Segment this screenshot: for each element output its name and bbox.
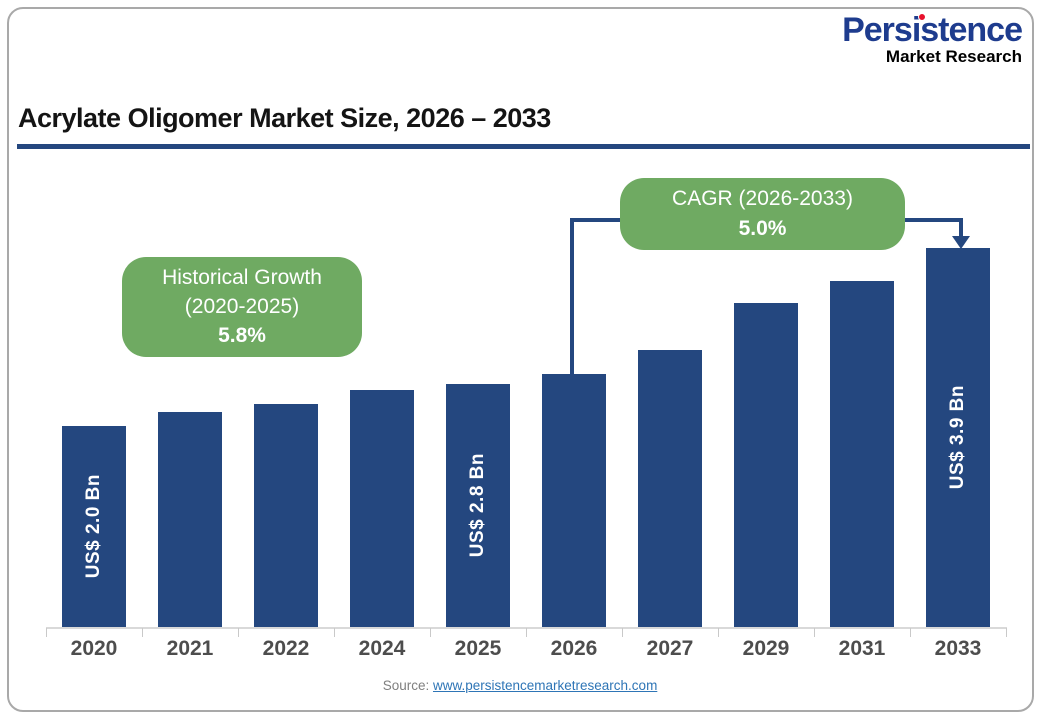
bar-2020: US$ 2.0 Bn xyxy=(62,426,126,627)
bar-value-label-2025: US$ 2.8 Bn xyxy=(467,453,488,558)
axis-label-2029: 2029 xyxy=(742,637,790,660)
axis-label-2022: 2022 xyxy=(262,637,310,660)
axis-label-2025: 2025 xyxy=(454,637,502,660)
cagr-arrow-down-icon xyxy=(952,236,970,249)
bar-2031 xyxy=(830,281,894,627)
axis-tick xyxy=(622,628,623,637)
logo-subtitle: Market Research xyxy=(885,47,1022,66)
axis-label-2021: 2021 xyxy=(166,637,214,660)
cagr-arrow-stem xyxy=(959,218,963,238)
historical-growth-callout: Historical Growth (2020-2025) 5.8% xyxy=(122,257,362,357)
bar-2025: US$ 2.8 Bn xyxy=(446,384,510,627)
axis-label-2020: 2020 xyxy=(70,637,118,660)
bar-2033: US$ 3.9 Bn xyxy=(926,248,990,627)
axis-tick xyxy=(910,628,911,637)
axis-label-2026: 2026 xyxy=(550,637,598,660)
bar-2021 xyxy=(158,412,222,627)
logo-red-dot-icon xyxy=(918,13,927,21)
bar-2024 xyxy=(350,390,414,627)
historical-growth-line1: Historical Growth xyxy=(162,266,322,289)
historical-growth-value: 5.8% xyxy=(218,324,266,347)
axis-tick xyxy=(142,628,143,637)
axis-tick xyxy=(718,628,719,637)
axis-tick xyxy=(430,628,431,637)
source-label: Source: xyxy=(382,678,430,693)
bar-value-label-2020: US$ 2.0 Bn xyxy=(83,474,104,579)
cagr-callout: CAGR (2026-2033) 5.0% xyxy=(620,178,905,250)
source-link[interactable]: www.persistencemarketresearch.com xyxy=(432,678,658,693)
title-underline xyxy=(17,144,1030,149)
axis-label-2024: 2024 xyxy=(358,637,406,660)
bar-2022 xyxy=(254,404,318,627)
cagr-line1: CAGR (2026-2033) xyxy=(672,187,853,210)
source-line: Source: www.persistencemarketresearch.co… xyxy=(0,678,1040,693)
logo-brand-text: Persistence xyxy=(842,11,1023,49)
bar-2026 xyxy=(542,374,606,627)
axis-label-2033: 2033 xyxy=(934,637,982,660)
bar-2029 xyxy=(734,303,798,627)
axis-tick xyxy=(526,628,527,637)
axis-tick xyxy=(334,628,335,637)
logo: Persistence Market Research xyxy=(842,11,1023,66)
bar-2027 xyxy=(638,350,702,627)
axis-label-2031: 2031 xyxy=(838,637,886,660)
axis-tick xyxy=(238,628,239,637)
axis-tick xyxy=(1006,628,1007,637)
axis-tick xyxy=(814,628,815,637)
historical-growth-line2: (2020-2025) xyxy=(184,295,300,318)
logo-brand-label: Persistence xyxy=(842,11,1023,49)
axis-tick xyxy=(46,628,47,637)
axis-label-2027: 2027 xyxy=(646,637,694,660)
cagr-value: 5.0% xyxy=(738,217,787,240)
chart-title: Acrylate Oligomer Market Size, 2026 – 20… xyxy=(18,103,551,133)
bar-value-label-2033: US$ 3.9 Bn xyxy=(947,385,968,490)
cagr-connector-vertical xyxy=(570,218,574,377)
